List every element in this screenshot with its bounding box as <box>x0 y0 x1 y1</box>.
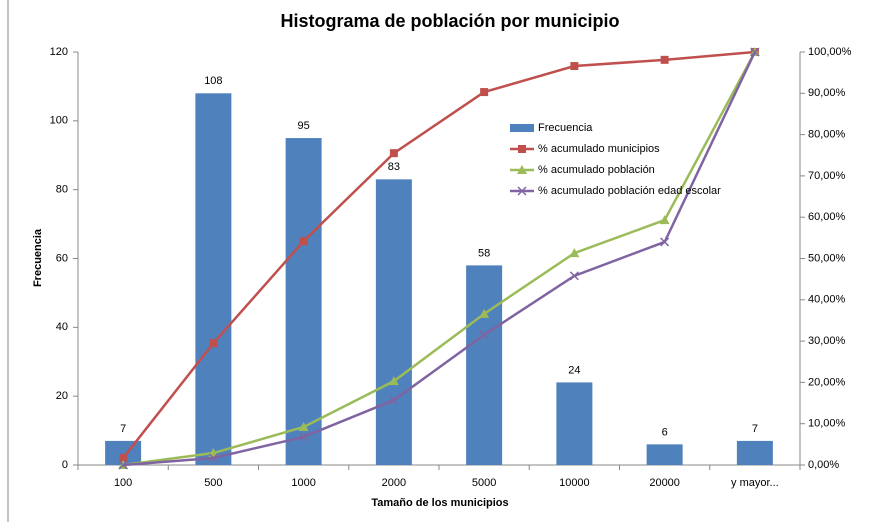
y2-tick-label: 90,00% <box>808 87 846 99</box>
y2-tick-label: 10,00% <box>808 418 846 430</box>
marker <box>118 460 128 470</box>
x-tick-label: 2000 <box>382 477 406 489</box>
marker <box>659 215 670 225</box>
y2-tick-label: 80,00% <box>808 129 846 141</box>
x-axis-label: Tamaño de los municipios <box>371 497 508 509</box>
marker <box>569 248 580 258</box>
y-axis-label: Frecuencia <box>32 228 44 287</box>
bar-value-label: 58 <box>478 247 490 259</box>
bar-value-label: 6 <box>662 426 668 438</box>
marker <box>479 330 489 340</box>
bar <box>736 440 773 465</box>
marker <box>660 55 669 64</box>
y2-tick-label: 20,00% <box>808 376 846 388</box>
bar <box>646 444 683 465</box>
y2-tick-label: 100,00% <box>808 46 852 58</box>
y-tick-label: 80 <box>56 184 68 196</box>
y2-tick-label: 30,00% <box>808 335 846 347</box>
y2-tick-label: 60,00% <box>808 211 846 223</box>
marker <box>517 165 527 174</box>
bar-value-label: 95 <box>298 120 310 132</box>
line <box>122 51 756 467</box>
y2-tick-label: 0,00% <box>808 459 839 471</box>
marker <box>299 237 308 246</box>
marker <box>299 432 309 442</box>
marker <box>388 376 399 386</box>
bar <box>375 179 412 465</box>
legend-swatch <box>510 124 534 132</box>
x-tick-label: 10000 <box>559 477 590 489</box>
bar-value-label: 7 <box>752 423 758 435</box>
bar-value-label: 24 <box>568 364 580 376</box>
y-tick-label: 0 <box>62 459 68 471</box>
x-tick-label: 100 <box>114 477 132 489</box>
marker <box>750 47 760 57</box>
marker <box>389 395 399 405</box>
marker <box>569 271 579 281</box>
y2-tick-label: 50,00% <box>808 252 846 264</box>
marker <box>119 453 128 462</box>
legend-label: % acumulado población <box>538 164 655 176</box>
bar <box>556 382 593 465</box>
bar-value-label: 83 <box>388 161 400 173</box>
line <box>123 51 757 467</box>
y2-tick-label: 70,00% <box>808 170 846 182</box>
marker <box>209 339 218 348</box>
marker <box>298 422 309 432</box>
marker <box>517 186 527 196</box>
x-tick-label: 20000 <box>649 477 680 489</box>
y-tick-label: 60 <box>56 252 68 264</box>
x-tick-label: 1000 <box>291 477 315 489</box>
marker <box>570 62 579 71</box>
bar-value-label: 7 <box>120 423 126 435</box>
bar-value-label: 108 <box>204 75 222 87</box>
bar <box>195 93 232 466</box>
marker <box>479 308 490 318</box>
y-tick-label: 40 <box>56 321 68 333</box>
legend-label: % acumulado población edad escolar <box>538 185 721 197</box>
y2-tick-label: 40,00% <box>808 294 846 306</box>
marker <box>518 145 526 153</box>
marker <box>389 149 398 158</box>
legend-label: Frecuencia <box>538 122 593 134</box>
marker <box>208 453 218 463</box>
x-tick-label: 5000 <box>472 477 496 489</box>
bar <box>285 138 322 465</box>
y-tick-label: 20 <box>56 390 68 402</box>
y-tick-label: 100 <box>50 115 68 127</box>
y-tick-label: 120 <box>50 46 68 58</box>
line <box>122 50 755 459</box>
x-tick-label: 500 <box>204 477 222 489</box>
x-tick-label: y mayor... <box>731 477 779 489</box>
legend-label: % acumulado municipios <box>538 143 660 155</box>
bar <box>466 265 503 465</box>
chart-title: Histograma de población por municipio <box>280 11 619 31</box>
marker <box>660 237 670 247</box>
marker <box>480 88 489 97</box>
